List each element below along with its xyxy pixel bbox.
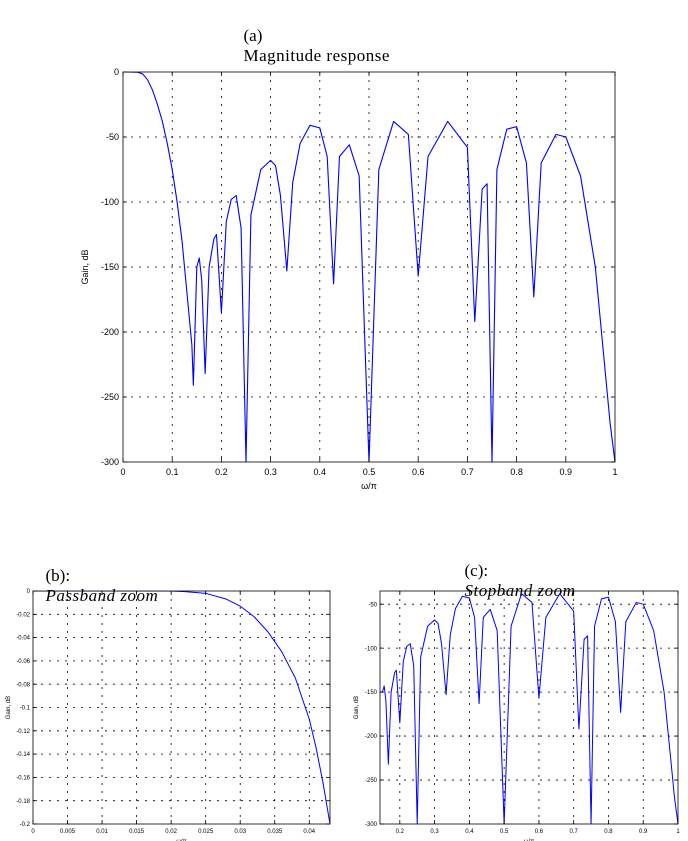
y-tick-label: -150 [365, 690, 378, 696]
x-tick-label: 0.5 [363, 467, 376, 477]
chart-b: 0 0.005 0.01 0.015 0.02 0.025 0.03 0.035 0.040-0… [6, 589, 331, 841]
x-tick-label: 1 [612, 467, 617, 477]
x-tick-label: 0.3 [430, 829, 439, 835]
x-tick-label: 0.6 [535, 829, 544, 835]
y-tick-label: -0.18 [16, 799, 30, 805]
x-tick-label: 0.2 [396, 829, 405, 835]
x-tick-label: 0.5 [500, 829, 509, 835]
series-line-b-0 [33, 591, 330, 824]
caption-b-label: (b): [45, 566, 71, 585]
x-axis-label: ω/π [524, 839, 535, 841]
y-tick-label: -0.1 [20, 706, 31, 712]
x-tick-label: 0.015 [129, 829, 145, 835]
grid-c [380, 591, 678, 824]
caption-a: (a) Magnitude response [235, 6, 390, 66]
y-tick-label: -250 [101, 392, 119, 402]
x-tick-label: 0.025 [198, 829, 214, 835]
y-tick-label: -50 [368, 602, 377, 608]
y-tick-label: -300 [365, 822, 378, 828]
x-tick-label: 0.7 [570, 829, 579, 835]
x-axis-label: ω/π [176, 839, 187, 841]
x-axis-label: ω/π [361, 481, 377, 491]
y-tick-label: -0.06 [16, 659, 30, 665]
y-tick-label: -150 [101, 262, 119, 272]
x-tick-label: 0 [120, 467, 125, 477]
x-tick-label: 0.02 [165, 829, 177, 835]
x-tick-label: 0.8 [604, 829, 613, 835]
y-tick-label: -50 [106, 132, 119, 142]
x-tick-label: 0.005 [60, 829, 76, 835]
x-tick-label: 0.4 [465, 829, 474, 835]
x-tick-label: 0.8 [510, 467, 523, 477]
y-tick-label: 0 [27, 589, 31, 595]
caption-a-text: Magnitude response [243, 46, 390, 65]
caption-a-label: (a) [243, 26, 263, 45]
y-axis-label: Gain, dB [354, 696, 360, 719]
y-tick-label: -0.2 [20, 822, 31, 828]
y-axis-label: Gain, dB [6, 696, 12, 719]
y-tick-label: -0.08 [16, 682, 30, 688]
caption-c-text: Stopband zoom [464, 581, 576, 600]
y-tick-label: 0 [114, 67, 119, 77]
axes-box-b [32, 590, 331, 825]
grid-b [33, 591, 330, 824]
y-tick-label: -200 [101, 327, 119, 337]
x-tick-label: 1 [676, 829, 680, 835]
y-tick-label: -0.04 [16, 636, 30, 642]
x-tick-label: 0.2 [215, 467, 228, 477]
chart-a: 0 0.1 0.2 0.3 0.4 0.5 0.6 0.7 0.8 0.9 1 0 -50 -100 -15… [80, 67, 618, 491]
y-tick-label: -0.14 [16, 752, 30, 758]
x-tick-label: 0.7 [461, 467, 474, 477]
axes-box-c [379, 590, 679, 825]
series-line-a-0 [123, 72, 615, 462]
chart-c: 0.2 0.3 0.4 0.5 0.6 0.7 0.8 0.9 1 -50 -100 -150 -200… [354, 590, 680, 841]
caption-c: (c): Stopband zoom [456, 541, 575, 601]
caption-c-label: (c): [464, 561, 489, 580]
x-tick-label: 0.3 [264, 467, 277, 477]
y-tick-label: -0.12 [16, 729, 30, 735]
y-tick-label: -300 [101, 457, 119, 467]
y-tick-label: -100 [365, 646, 378, 652]
x-tick-label: 0.6 [412, 467, 425, 477]
x-tick-label: 0.9 [639, 829, 648, 835]
y-tick-label: -200 [365, 734, 378, 740]
y-tick-label: -0.16 [16, 776, 30, 782]
x-tick-label: 0.035 [267, 829, 283, 835]
x-tick-label: 0.04 [303, 829, 315, 835]
series-line-c-0 [380, 593, 678, 824]
x-tick-label: 0.01 [96, 829, 108, 835]
y-tick-label: -250 [365, 778, 378, 784]
x-tick-label: 0.1 [166, 467, 179, 477]
y-tick-label: -0.02 [16, 612, 30, 618]
x-tick-label: 0.03 [234, 829, 246, 835]
x-tick-label: 0.9 [560, 467, 573, 477]
x-tick-label: 0.4 [314, 467, 327, 477]
y-tick-label: -100 [101, 197, 119, 207]
y-axis-label: Gain, dB [80, 249, 90, 284]
grid-a [123, 72, 615, 462]
x-tick-label: 0 [31, 829, 35, 835]
